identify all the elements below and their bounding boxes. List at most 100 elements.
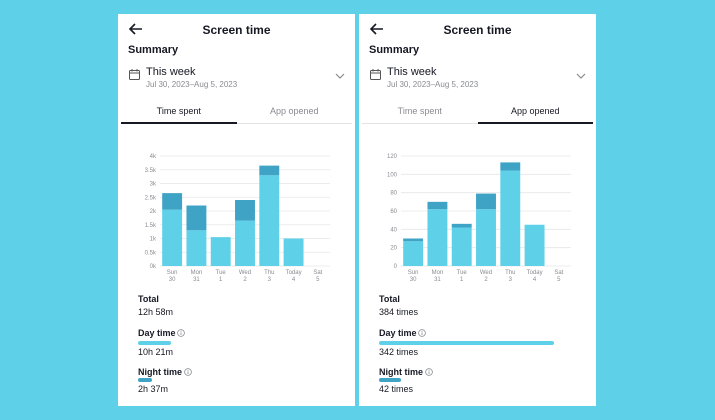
- day-time-value: 342 times: [379, 347, 419, 357]
- x-tick-label: Wed: [239, 270, 251, 276]
- y-tick-label: 60: [390, 209, 397, 215]
- bar-segment-top: [235, 200, 255, 221]
- x-tick-label: 30: [169, 277, 176, 283]
- screen-time-panel-right: Screen time Summary This week Jul 30, 20…: [359, 14, 596, 406]
- bar-segment-main: [451, 227, 472, 266]
- x-tick-label: Sun: [408, 270, 419, 276]
- back-arrow-icon[interactable]: [369, 21, 385, 37]
- x-tick-label: Thu: [505, 270, 515, 276]
- x-tick-label: 2: [484, 277, 488, 283]
- tabs: Time spent App opened: [362, 102, 593, 124]
- bar-segment-top: [451, 223, 472, 228]
- bar-segment-main: [186, 230, 207, 266]
- total-value: 12h 58m: [138, 307, 174, 317]
- day-time-label: Day time: [379, 328, 417, 338]
- y-tick-label: 3k: [150, 182, 157, 188]
- y-tick-label: 120: [387, 154, 398, 160]
- bar-segment-main: [162, 209, 183, 266]
- info-icon[interactable]: [184, 368, 192, 376]
- day-time-bar: [138, 341, 171, 345]
- x-tick-label: Tue: [457, 270, 468, 276]
- summary-heading: Summary: [369, 44, 420, 56]
- info-icon[interactable]: [418, 329, 426, 337]
- night-time-value: 42 times: [379, 384, 414, 394]
- x-tick-label: Sat: [554, 270, 563, 276]
- tab-app-opened[interactable]: App opened: [477, 102, 593, 124]
- bar-segment-top: [403, 238, 424, 242]
- x-tick-label: 4: [292, 277, 296, 283]
- bar-segment-main: [210, 237, 231, 266]
- total-value: 384 times: [379, 307, 419, 317]
- x-tick-label: Mon: [191, 270, 203, 276]
- total-label: Total: [379, 294, 400, 304]
- y-tick-label: 3.5k: [145, 168, 157, 174]
- tab-time-spent[interactable]: Time spent: [397, 106, 442, 116]
- x-tick-label: 2: [243, 277, 247, 283]
- y-tick-label: 0.5k: [145, 250, 157, 256]
- calendar-icon: [129, 69, 140, 80]
- x-tick-label: Tue: [216, 270, 227, 276]
- info-icon[interactable]: [425, 368, 433, 376]
- x-tick-label: Wed: [480, 270, 492, 276]
- y-tick-label: 40: [390, 227, 397, 233]
- info-icon[interactable]: [177, 329, 185, 337]
- x-tick-label: 3: [268, 277, 272, 283]
- bar-segment-top: [162, 193, 183, 210]
- tab-app-opened[interactable]: App opened: [269, 106, 319, 116]
- y-tick-label: 0k: [150, 264, 157, 270]
- chevron-down-icon: [576, 73, 586, 79]
- total-label: Total: [138, 294, 159, 304]
- x-tick-label: 30: [410, 277, 417, 283]
- x-tick-label: 31: [434, 277, 441, 283]
- day-time-bar: [379, 341, 555, 345]
- night-time-bar: [138, 378, 152, 382]
- night-time-value: 2h 37m: [138, 384, 169, 394]
- calendar-icon: [370, 69, 381, 80]
- summary-heading: Summary: [128, 44, 179, 56]
- bar-segment-top: [500, 162, 521, 171]
- week-selector[interactable]: This week Jul 30, 2023–Aug 5, 2023: [128, 64, 347, 92]
- bar-segment-main: [283, 238, 304, 266]
- bar-segment-top: [427, 201, 448, 210]
- week-date-range: Jul 30, 2023–Aug 5, 2023: [387, 80, 479, 89]
- x-tick-label: 4: [533, 277, 537, 283]
- bar-segment-main: [500, 170, 521, 266]
- bar-segment-main: [403, 241, 424, 266]
- x-tick-label: 1: [219, 277, 223, 283]
- bar-segment-main: [259, 175, 280, 266]
- tab-time-spent[interactable]: Time spent: [121, 102, 237, 124]
- x-tick-label: Thu: [264, 270, 274, 276]
- x-tick-label: 5: [557, 277, 561, 283]
- page-title: Screen time: [443, 23, 512, 37]
- x-tick-label: 1: [460, 277, 464, 283]
- week-date-range: Jul 30, 2023–Aug 5, 2023: [146, 80, 238, 89]
- bar-segment-top: [259, 165, 280, 176]
- chevron-down-icon: [335, 73, 345, 79]
- day-time-value: 10h 21m: [138, 347, 174, 357]
- week-title: This week: [387, 66, 437, 78]
- y-tick-label: 1.5k: [145, 223, 157, 229]
- y-tick-label: 0: [394, 264, 398, 270]
- tabs: Time spent App opened: [121, 102, 352, 124]
- y-tick-label: 1k: [150, 237, 157, 243]
- bar-segment-top: [476, 193, 496, 210]
- week-title: This week: [146, 66, 196, 78]
- y-tick-label: 4k: [150, 154, 157, 160]
- y-tick-label: 80: [390, 191, 397, 197]
- page-title: Screen time: [202, 23, 271, 37]
- top-bar: Screen time: [118, 18, 355, 44]
- x-tick-label: Sun: [167, 270, 178, 276]
- x-tick-label: Sat: [313, 270, 322, 276]
- x-tick-label: 31: [193, 277, 200, 283]
- night-time-label: Night time: [379, 367, 423, 377]
- bar-segment-main: [235, 220, 255, 266]
- y-tick-label: 2.5k: [145, 195, 157, 201]
- y-tick-label: 2k: [150, 209, 157, 215]
- week-selector[interactable]: This week Jul 30, 2023–Aug 5, 2023: [369, 64, 588, 92]
- bar-segment-top: [186, 205, 207, 231]
- top-bar: Screen time: [359, 18, 596, 44]
- back-arrow-icon[interactable]: [128, 21, 144, 37]
- day-time-label: Day time: [138, 328, 176, 338]
